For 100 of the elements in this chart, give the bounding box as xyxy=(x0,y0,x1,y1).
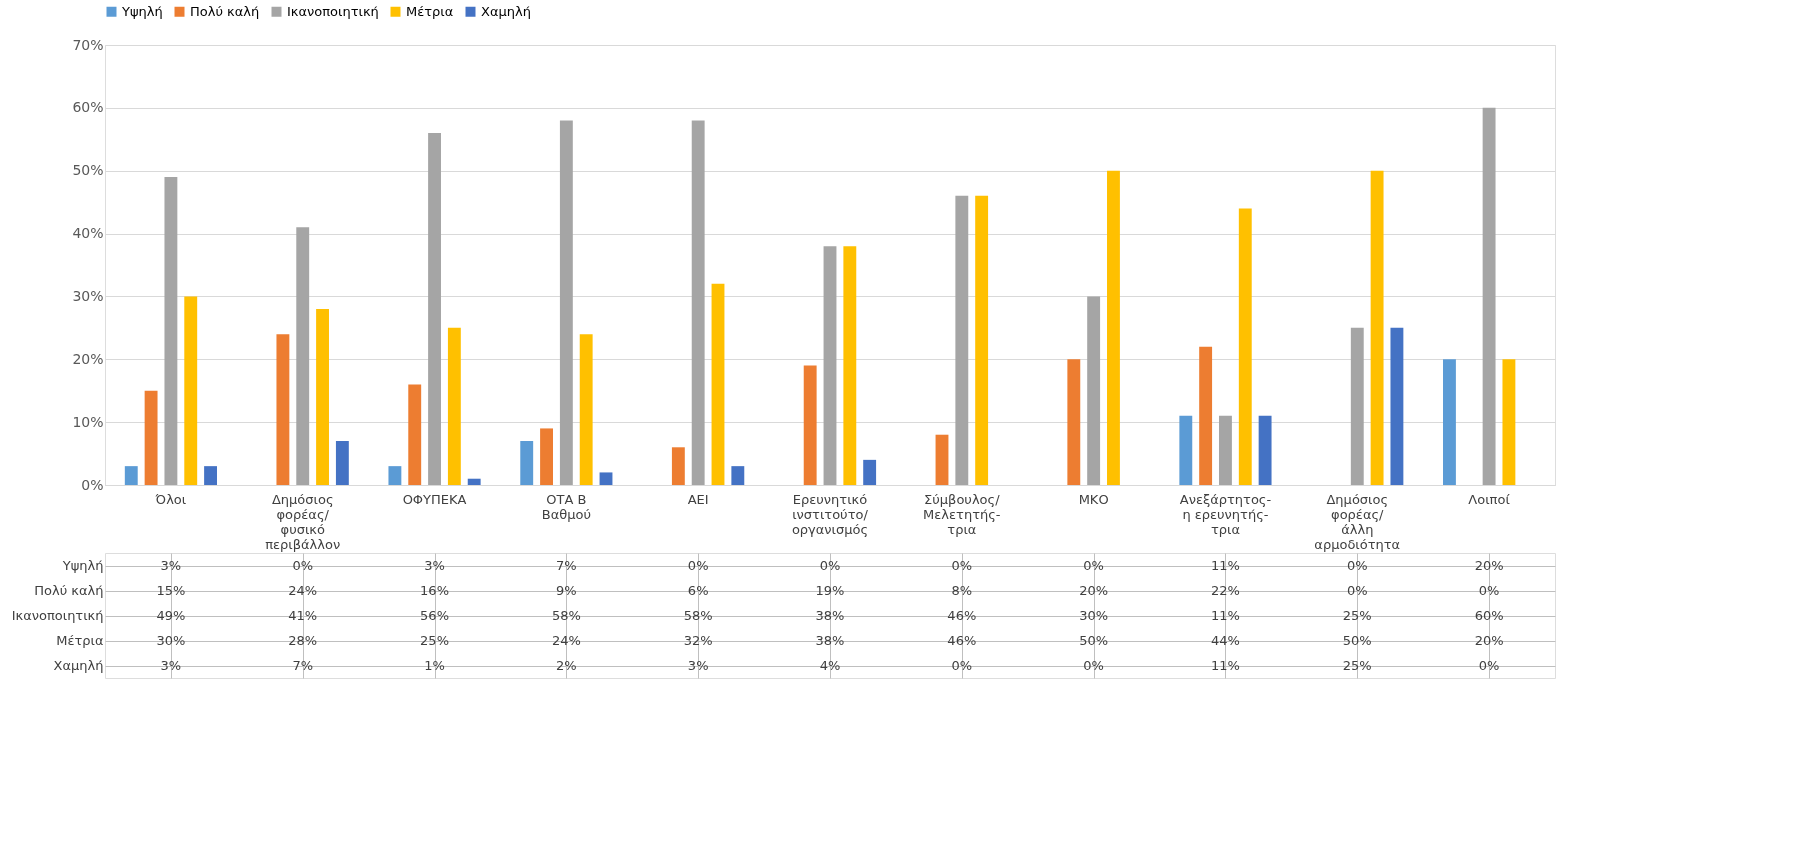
bar xyxy=(1219,415,1232,485)
data-label: 38% xyxy=(815,607,845,623)
data-label: 46% xyxy=(947,607,977,623)
bar xyxy=(276,334,290,485)
data-label: 24% xyxy=(288,582,318,598)
bar xyxy=(731,466,745,485)
x-tick-label: Λοιποί xyxy=(1468,491,1511,507)
data-label: 20% xyxy=(1079,582,1109,598)
data-label: 2% xyxy=(556,657,577,673)
data-label: 28% xyxy=(288,632,318,648)
data-label: 24% xyxy=(551,632,581,648)
x-tick-label: ΟΤΑ Β Βαθμού xyxy=(541,491,591,522)
bar xyxy=(843,246,857,485)
data-label: 0% xyxy=(1478,657,1500,673)
bar xyxy=(1502,359,1516,485)
bar xyxy=(579,334,593,485)
data-label: 16% xyxy=(420,582,449,598)
y-tick-label: 40% xyxy=(72,225,104,242)
bar xyxy=(447,327,461,485)
data-label: 0% xyxy=(1346,557,1368,573)
data-label: 50% xyxy=(1342,632,1372,648)
bar xyxy=(467,478,481,485)
data-label: 7% xyxy=(556,557,577,573)
x-tick-label: ΟΦΥΠΕΚΑ xyxy=(402,491,467,507)
bar xyxy=(184,296,198,485)
legend-label: Μέτρια xyxy=(406,3,454,19)
legend-label: Πολύ καλή xyxy=(190,3,260,19)
bar xyxy=(935,434,949,485)
bar xyxy=(335,441,349,485)
data-label: 8% xyxy=(951,582,973,598)
bar xyxy=(1482,107,1496,485)
bar xyxy=(1179,415,1193,485)
x-tick-label: Δημόσιος φορέας/ φυσικό περιβάλλον xyxy=(265,491,341,552)
data-label: 25% xyxy=(1342,657,1372,673)
text: Μέτρια xyxy=(56,633,104,648)
data-label: 0% xyxy=(1083,657,1104,673)
bar xyxy=(428,133,441,485)
bar xyxy=(296,227,310,485)
data-label: 0% xyxy=(292,557,314,573)
bar xyxy=(975,195,989,485)
bar xyxy=(1350,327,1364,485)
data-label: 3% xyxy=(160,657,182,673)
bar xyxy=(144,390,158,485)
bar xyxy=(955,195,969,485)
y-tick-label: 70% xyxy=(72,36,104,53)
data-label: 15% xyxy=(156,582,186,598)
bar xyxy=(164,177,178,485)
x-tick-label: Όλοι xyxy=(154,491,187,507)
data-label: 20% xyxy=(1474,557,1504,573)
data-label: 0% xyxy=(1478,582,1500,598)
bar xyxy=(388,466,402,485)
data-label: 46% xyxy=(947,632,977,648)
y-tick-label: 60% xyxy=(72,99,104,116)
data-label: 11% xyxy=(1211,607,1240,623)
bar xyxy=(124,466,138,485)
data-label: 30% xyxy=(1079,607,1109,623)
bar xyxy=(1443,359,1456,485)
data-label: 9% xyxy=(556,582,577,598)
bar xyxy=(1199,346,1213,485)
data-label: 0% xyxy=(951,657,973,673)
data-label: 25% xyxy=(420,632,449,648)
data-label: 44% xyxy=(1211,632,1240,648)
x-tick-label: Δημόσιος φορέας/ άλλη αρμοδιότητα xyxy=(1314,491,1401,552)
data-label: 38% xyxy=(815,632,845,648)
bar xyxy=(1087,296,1101,485)
bar xyxy=(599,472,613,485)
data-label: 20% xyxy=(1474,632,1504,648)
data-label: 58% xyxy=(683,607,713,623)
x-tick-label: Ανεξάρτητος- η ερευνητής- τρια xyxy=(1179,491,1272,537)
y-tick-label: 50% xyxy=(72,162,104,179)
legend-label: Ικανοποιητική xyxy=(287,3,379,19)
bar xyxy=(540,428,553,485)
data-label: 0% xyxy=(819,557,841,573)
data-label: 7% xyxy=(292,657,314,673)
bar xyxy=(1370,170,1384,485)
bar xyxy=(823,246,837,485)
y-tick-label: 20% xyxy=(72,350,104,367)
bar xyxy=(520,441,534,485)
data-label: 49% xyxy=(156,607,186,623)
data-label: 0% xyxy=(951,557,973,573)
legend-label: Χαμηλή xyxy=(481,3,531,19)
x-tick-label: ΜΚΟ xyxy=(1078,491,1109,507)
data-label: 22% xyxy=(1211,582,1240,598)
data-label: 30% xyxy=(156,632,186,648)
y-tick-label: 30% xyxy=(72,287,104,304)
data-label: 3% xyxy=(160,557,182,573)
bar xyxy=(711,283,725,485)
bar xyxy=(408,384,422,485)
bar xyxy=(1390,327,1404,485)
x-tick-label: Ερευνητικό ινστιτούτο/ οργανισμός xyxy=(791,491,869,537)
bar xyxy=(204,466,217,485)
data-label: 56% xyxy=(420,607,449,623)
data-label: 6% xyxy=(687,582,709,598)
text: Πολύ καλή xyxy=(34,583,104,598)
data-label: 3% xyxy=(687,657,709,673)
data-label: 50% xyxy=(1079,632,1109,648)
bar xyxy=(1067,359,1081,485)
data-label: 25% xyxy=(1342,607,1372,623)
bar xyxy=(671,447,685,485)
text: Ικανοποιητική xyxy=(11,608,104,623)
